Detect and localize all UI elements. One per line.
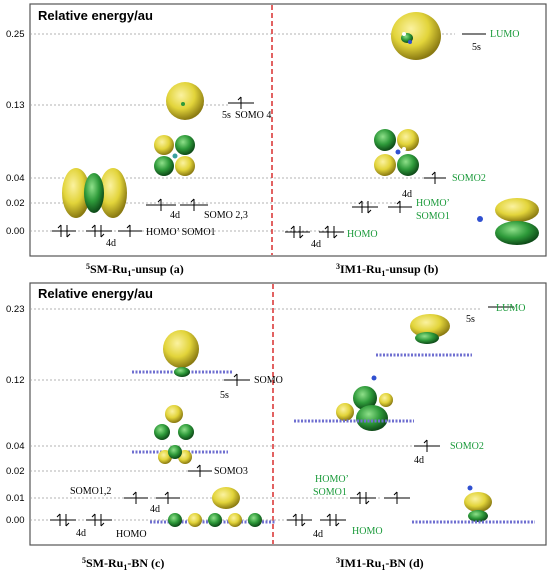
level-label: 4d bbox=[402, 189, 412, 200]
orbital-isosurface bbox=[294, 374, 414, 431]
top-tick-label: 0.02 bbox=[6, 198, 25, 209]
bottom-ylabel: Relative energy/au bbox=[38, 286, 153, 301]
level-label: 4d bbox=[106, 238, 116, 249]
panel-caption-a: 5SM-Ru1-unsup (a) bbox=[86, 262, 184, 278]
top-frame bbox=[29, 3, 547, 257]
top-panel: Relative energy/au 0.25 0.13 0.04 0.02 0… bbox=[6, 3, 547, 278]
level-label: SOMO bbox=[254, 375, 283, 386]
electron-spins-a bbox=[57, 96, 242, 238]
level-label: 4d bbox=[76, 528, 86, 539]
level-label: SOMO2 bbox=[452, 173, 486, 184]
top-ylabel: Relative energy/au bbox=[38, 8, 153, 23]
bottom-tick-label: 0.02 bbox=[6, 466, 25, 477]
level-label: SOMO3 bbox=[214, 466, 248, 477]
level-label: LUMO bbox=[496, 303, 525, 314]
level-label: HOMO bbox=[116, 529, 147, 540]
panel-caption-b: 3IM1-Ru1-unsup (b) bbox=[336, 262, 438, 278]
top-tick-label: 0.04 bbox=[6, 173, 25, 184]
bottom-gridlines bbox=[30, 308, 480, 521]
top-tick-label: 0.00 bbox=[6, 226, 25, 237]
orbital-isosurface bbox=[412, 482, 535, 524]
level-label: HOMO’ SOMO1 bbox=[146, 227, 216, 238]
orbital-isosurface bbox=[150, 487, 275, 527]
level-label: 4d bbox=[150, 504, 160, 515]
electron-spins-b bbox=[290, 171, 436, 239]
orbital-isosurface bbox=[166, 82, 204, 120]
level-label: SOMO1 bbox=[313, 487, 347, 498]
level-label: 5s bbox=[222, 110, 231, 121]
electron-spins-d bbox=[292, 439, 428, 527]
level-label: HOMO bbox=[352, 526, 383, 537]
level-label: SOMO2 bbox=[450, 441, 484, 452]
orbital-isosurface bbox=[374, 129, 419, 176]
level-label: SOMO1 bbox=[416, 211, 450, 222]
level-label: SOMO 2,3 bbox=[204, 210, 248, 221]
level-label: HOMO’ bbox=[416, 198, 450, 209]
bottom-tick-label: 0.23 bbox=[6, 304, 25, 315]
level-label: LUMO bbox=[490, 29, 519, 40]
level-label: 5s bbox=[472, 42, 481, 53]
level-label: 4d bbox=[311, 239, 321, 250]
bottom-frame bbox=[29, 282, 547, 546]
level-label: 4d bbox=[313, 529, 323, 540]
bottom-tick-label: 0.00 bbox=[6, 515, 25, 526]
level-label: HOMO bbox=[347, 229, 378, 240]
level-label: 4d bbox=[170, 210, 180, 221]
level-label: SOMO 4 bbox=[235, 110, 271, 121]
orbital-isosurface bbox=[474, 198, 539, 245]
bottom-tick-label: 0.04 bbox=[6, 441, 25, 452]
bottom-panel: Relative energy/au 0.23 0.12 0.04 0.02 0… bbox=[6, 282, 547, 572]
orbital-isosurface bbox=[376, 314, 472, 357]
orbital-isosurface bbox=[62, 168, 127, 218]
level-label: 5s bbox=[466, 314, 475, 325]
orbital-isosurface bbox=[391, 12, 441, 60]
level-label: 5s bbox=[220, 390, 229, 401]
electron-spins-c bbox=[56, 373, 238, 527]
level-label: SOMO1,2 bbox=[70, 486, 111, 497]
level-label: 4d bbox=[414, 455, 424, 466]
orbital-isosurface bbox=[132, 405, 228, 464]
bottom-tick-label: 0.01 bbox=[6, 493, 25, 504]
top-tick-label: 0.25 bbox=[6, 29, 25, 40]
orbital-isosurface bbox=[154, 135, 195, 176]
orbital-isosurface bbox=[132, 330, 232, 377]
top-tick-label: 0.13 bbox=[6, 100, 25, 111]
bottom-tick-label: 0.12 bbox=[6, 375, 25, 386]
panel-caption-c: 5SM-Ru1-BN (c) bbox=[82, 556, 164, 572]
level-label: HOMO’ bbox=[315, 474, 349, 485]
panel-caption-d: 3IM1-Ru1-BN (d) bbox=[336, 556, 424, 572]
